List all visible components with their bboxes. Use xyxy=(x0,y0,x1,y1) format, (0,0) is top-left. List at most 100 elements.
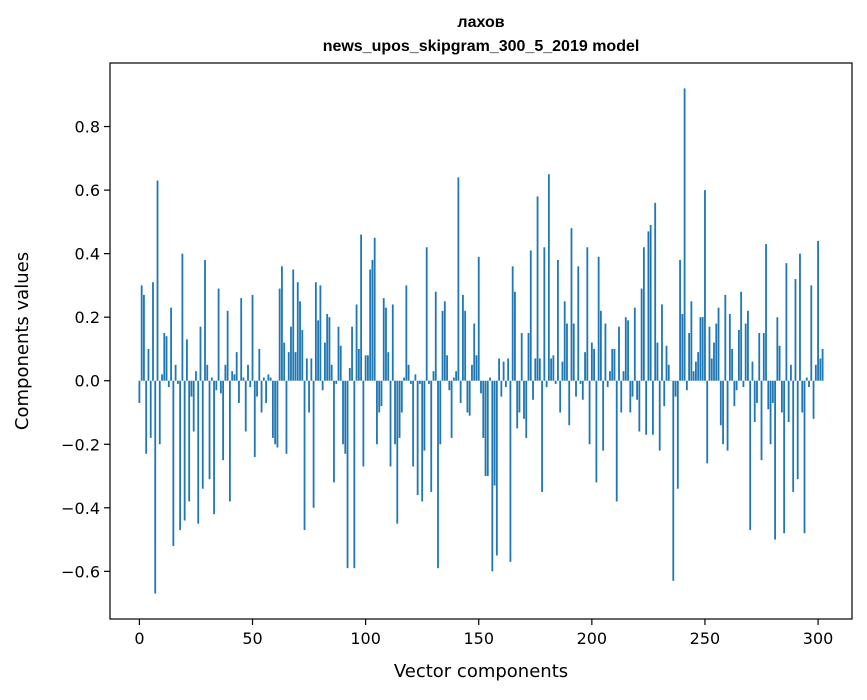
x-tick-label: 250 xyxy=(690,629,721,648)
bar xyxy=(446,355,448,380)
bar xyxy=(623,371,625,381)
bar xyxy=(776,317,778,381)
bar xyxy=(702,317,704,381)
bar xyxy=(170,308,172,381)
bar xyxy=(288,352,290,381)
bar xyxy=(489,378,491,381)
bar xyxy=(168,381,170,387)
bar xyxy=(349,368,351,381)
bar xyxy=(467,381,469,413)
bar xyxy=(231,371,233,381)
bar xyxy=(722,381,724,445)
bar xyxy=(697,352,699,381)
bar xyxy=(419,381,421,384)
bar xyxy=(471,365,473,381)
bar xyxy=(356,304,358,380)
bar xyxy=(265,381,267,403)
bar xyxy=(353,381,355,568)
bar xyxy=(485,381,487,476)
bar xyxy=(605,324,607,381)
bar xyxy=(718,308,720,381)
bar xyxy=(557,260,559,381)
bar xyxy=(372,260,374,381)
chart-title: лахов xyxy=(457,14,504,31)
bar xyxy=(324,343,326,381)
bar xyxy=(403,378,405,381)
bar xyxy=(376,381,378,445)
bar xyxy=(439,381,441,445)
bar xyxy=(240,298,242,381)
bar xyxy=(448,381,450,391)
bar xyxy=(754,381,756,422)
bar xyxy=(505,381,507,387)
bar xyxy=(589,381,591,445)
bar xyxy=(299,301,301,380)
bar xyxy=(645,381,647,435)
x-tick-label: 150 xyxy=(463,629,494,648)
bar xyxy=(749,381,751,530)
bar xyxy=(247,365,249,381)
bar xyxy=(387,352,389,381)
bar xyxy=(315,282,317,380)
bar xyxy=(500,381,502,397)
bar xyxy=(661,304,663,380)
bar xyxy=(514,292,516,381)
bar xyxy=(283,343,285,381)
bar xyxy=(175,365,177,381)
bar xyxy=(564,301,566,380)
bar xyxy=(249,381,251,387)
bar xyxy=(625,317,627,381)
bar xyxy=(541,381,543,492)
bar xyxy=(765,244,767,381)
bar xyxy=(797,381,799,479)
bar xyxy=(799,254,801,381)
bar xyxy=(401,381,403,413)
bar xyxy=(414,374,416,380)
bar xyxy=(668,365,670,381)
bar xyxy=(516,381,518,429)
bar xyxy=(238,381,240,403)
bar xyxy=(274,381,276,445)
bar xyxy=(150,381,152,438)
bar xyxy=(758,333,760,381)
bar xyxy=(254,381,256,457)
bar xyxy=(690,301,692,380)
bar xyxy=(417,381,419,495)
bar xyxy=(157,181,159,381)
bar xyxy=(460,381,462,403)
bar xyxy=(184,381,186,521)
bar xyxy=(236,352,238,381)
bar xyxy=(761,381,763,460)
bar xyxy=(333,381,335,483)
bar xyxy=(378,381,380,413)
bar xyxy=(706,381,708,464)
bar xyxy=(774,381,776,540)
bar xyxy=(313,381,315,508)
bar xyxy=(650,225,652,381)
bar xyxy=(390,381,392,467)
bar xyxy=(693,371,695,381)
bar xyxy=(211,378,213,381)
bar xyxy=(392,304,394,380)
bar xyxy=(220,381,222,394)
bar xyxy=(347,381,349,568)
bar xyxy=(530,250,532,380)
bar xyxy=(512,266,514,380)
bar xyxy=(152,282,154,380)
y-tick-label: 0.0 xyxy=(75,372,100,391)
bar xyxy=(584,352,586,381)
bar xyxy=(340,346,342,381)
bar xyxy=(412,381,414,467)
bar xyxy=(713,343,715,381)
bar xyxy=(252,295,254,381)
bar xyxy=(306,358,308,380)
bar xyxy=(550,358,552,380)
bar xyxy=(494,381,496,486)
bar xyxy=(614,349,616,381)
bar xyxy=(792,381,794,492)
bar xyxy=(405,285,407,380)
bar xyxy=(783,381,785,533)
bar xyxy=(591,343,593,381)
bar xyxy=(700,317,702,381)
